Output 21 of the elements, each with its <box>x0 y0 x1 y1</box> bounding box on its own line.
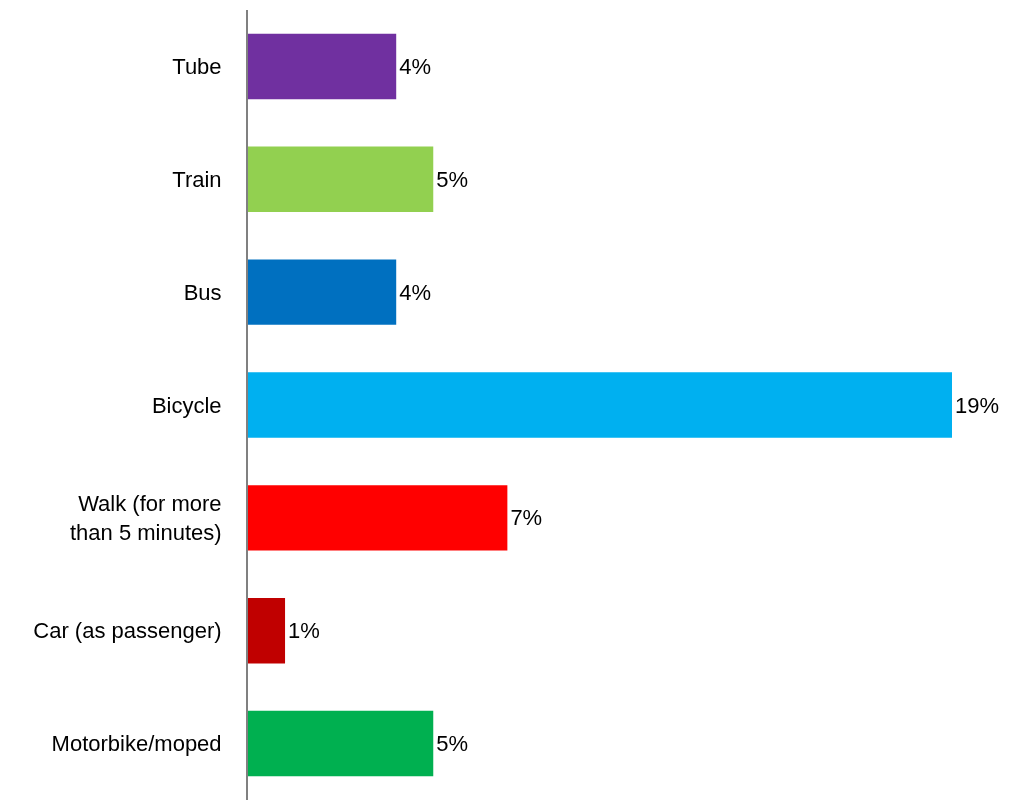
y-tick-label: Bus <box>183 279 222 305</box>
bar <box>248 146 434 213</box>
y-tick-label: Bicycle <box>151 392 222 418</box>
y-tick-label: Car (as passenger) <box>33 618 222 644</box>
data-label: 5% <box>436 731 469 757</box>
data-label: 5% <box>436 166 469 192</box>
data-label: 7% <box>510 505 543 531</box>
y-tick-label: Motorbike/moped <box>51 731 222 757</box>
y-tick-label: Tube <box>172 54 222 80</box>
bar <box>248 372 952 438</box>
data-label: 4% <box>399 53 432 79</box>
data-label: 1% <box>288 618 320 644</box>
bar <box>248 485 508 551</box>
data-label: 4% <box>399 279 432 305</box>
bar <box>248 710 434 777</box>
bar <box>248 33 397 100</box>
data-label: 19% <box>955 392 1000 418</box>
y-tick-label: Walk (for more than 5 minutes) <box>69 491 222 545</box>
bar <box>248 597 286 664</box>
y-tick-label: Train <box>172 166 222 192</box>
bar <box>248 259 397 325</box>
